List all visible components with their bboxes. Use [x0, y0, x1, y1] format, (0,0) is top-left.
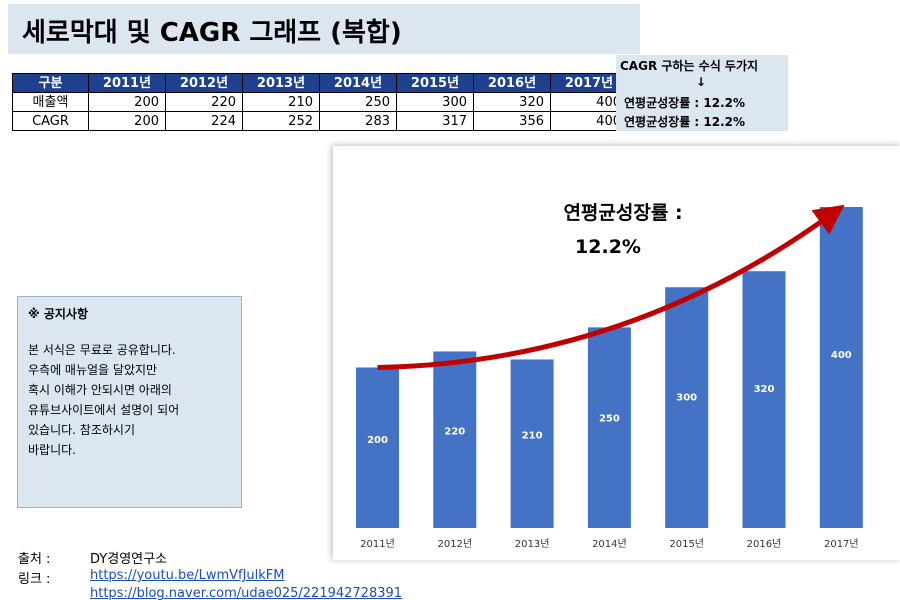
notice-box: ※ 공지사항 본 서식은 무료로 공유합니다. 우측에 매뉴얼을 달았지만 혹시…: [17, 296, 242, 508]
bar-data-label: 220: [444, 426, 465, 437]
bar-2016년: [742, 271, 786, 528]
notice-line: 있습니다. 참조하시기: [28, 423, 135, 437]
x-tick-label: 2017년: [824, 538, 859, 550]
table-cell: 200: [88, 92, 166, 112]
chart-annotation-line-2: 12.2%: [575, 236, 641, 258]
table-header-cell: 2014년: [319, 73, 397, 93]
bar-2012년: [433, 351, 477, 528]
notice-heading: ※ 공지사항: [28, 307, 89, 321]
bar-data-label: 300: [676, 392, 697, 403]
table-cell: 300: [396, 92, 474, 112]
bar-data-label: 200: [367, 435, 388, 446]
cagr-note-box: CAGR 구하는 수식 두가지 ↓ 연평균성장률 : 12.2% 연평균성장률 …: [616, 55, 788, 131]
cagr-note-line-2: 연평균성장률 : 12.2%: [624, 115, 746, 129]
bars-layer: 200 220 210 250 300 320 400: [356, 207, 863, 528]
table-cell: 283: [319, 111, 397, 131]
bar-chart-area: 200 220 210 250 300 320 400 2011년 2012년 2013년 201…: [333, 146, 900, 560]
table-cell: 250: [319, 92, 397, 112]
table-cell: 320: [473, 92, 551, 112]
table-header-cell: 2012년: [165, 73, 243, 93]
bar-2017년: [819, 207, 863, 528]
source-value: DY경영연구소: [90, 552, 168, 567]
blog-link[interactable]: https://blog.naver.com/udae025/221942728…: [90, 586, 403, 600]
row-label: CAGR: [12, 111, 89, 131]
table-cell: 356: [473, 111, 551, 131]
table-cell: 224: [165, 111, 243, 131]
table-cell: 200: [88, 111, 166, 131]
x-tick-label: 2013년: [515, 538, 550, 550]
bar-data-label: 250: [599, 414, 620, 425]
table-cell: 220: [165, 92, 243, 112]
bar-2013년: [510, 359, 554, 528]
table-cell: 400: [550, 111, 628, 131]
link-label: 링크 :: [18, 572, 51, 587]
x-tick-label: 2011년: [360, 538, 395, 550]
notice-line: 유튜브사이트에서 설명이 되어: [28, 403, 180, 417]
table-cell: 317: [396, 111, 474, 131]
table-header-row: 구분 2011년 2012년 2013년 2014년 2015년 2016년 2…: [12, 73, 628, 93]
row-label: 매출액: [12, 92, 89, 112]
bar-data-label: 210: [522, 431, 543, 442]
chart-annotation-line-1: 연평균성장률 :: [563, 202, 682, 224]
table-cell: 210: [242, 92, 320, 112]
table-row-cagr: CAGR 200 224 252 283 317 356 400: [12, 111, 628, 131]
bar-2014년: [587, 327, 631, 528]
data-table: 구분 2011년 2012년 2013년 2014년 2015년 2016년 2…: [12, 73, 628, 131]
bar-data-label: 400: [831, 350, 852, 361]
notice-line: 바랍니다.: [28, 443, 76, 457]
table-header-cell: 2015년: [396, 73, 474, 93]
bar-2015년: [665, 287, 709, 528]
bar-2011년: [356, 367, 399, 528]
table-header-cell: 2016년: [473, 73, 551, 93]
table-row-sales: 매출액 200 220 210 250 300 320 400: [12, 92, 628, 112]
table-header-cell: 구분: [12, 73, 89, 93]
category-labels: 2011년 2012년 2013년 2014년 2015년 2016년 2017년: [360, 538, 858, 550]
table-header-cell: 2017년: [550, 73, 628, 93]
youtube-link[interactable]: https://youtu.be/LwmVfJulkFM: [90, 568, 285, 583]
title-banner: 세로막대 및 CAGR 그래프 (복합): [8, 4, 640, 54]
table-header-cell: 2013년: [242, 73, 320, 93]
x-tick-label: 2014년: [592, 538, 627, 550]
growth-trend-arrow: [377, 204, 845, 370]
notice-line: 혹시 이해가 안되시면 아래의: [28, 383, 172, 397]
x-tick-label: 2012년: [437, 538, 472, 550]
x-tick-label: 2015년: [669, 538, 704, 550]
bar-data-label: 320: [754, 384, 775, 395]
x-tick-label: 2016년: [747, 538, 782, 550]
notice-line: 우측에 매뉴얼을 달았지만: [28, 363, 158, 377]
cagr-note-heading: CAGR 구하는 수식 두가지: [620, 59, 759, 73]
table-header-cell: 2011년: [88, 73, 166, 93]
page-title: 세로막대 및 CAGR 그래프 (복합): [22, 18, 402, 48]
down-arrow-icon: ↓: [696, 75, 707, 89]
cagr-note-line-1: 연평균성장률 : 12.2%: [624, 96, 746, 110]
notice-line: 본 서식은 무료로 공유합니다.: [28, 343, 176, 357]
source-label: 출처 :: [18, 552, 51, 567]
table-cell: 400: [550, 92, 628, 112]
table-cell: 252: [242, 111, 320, 131]
